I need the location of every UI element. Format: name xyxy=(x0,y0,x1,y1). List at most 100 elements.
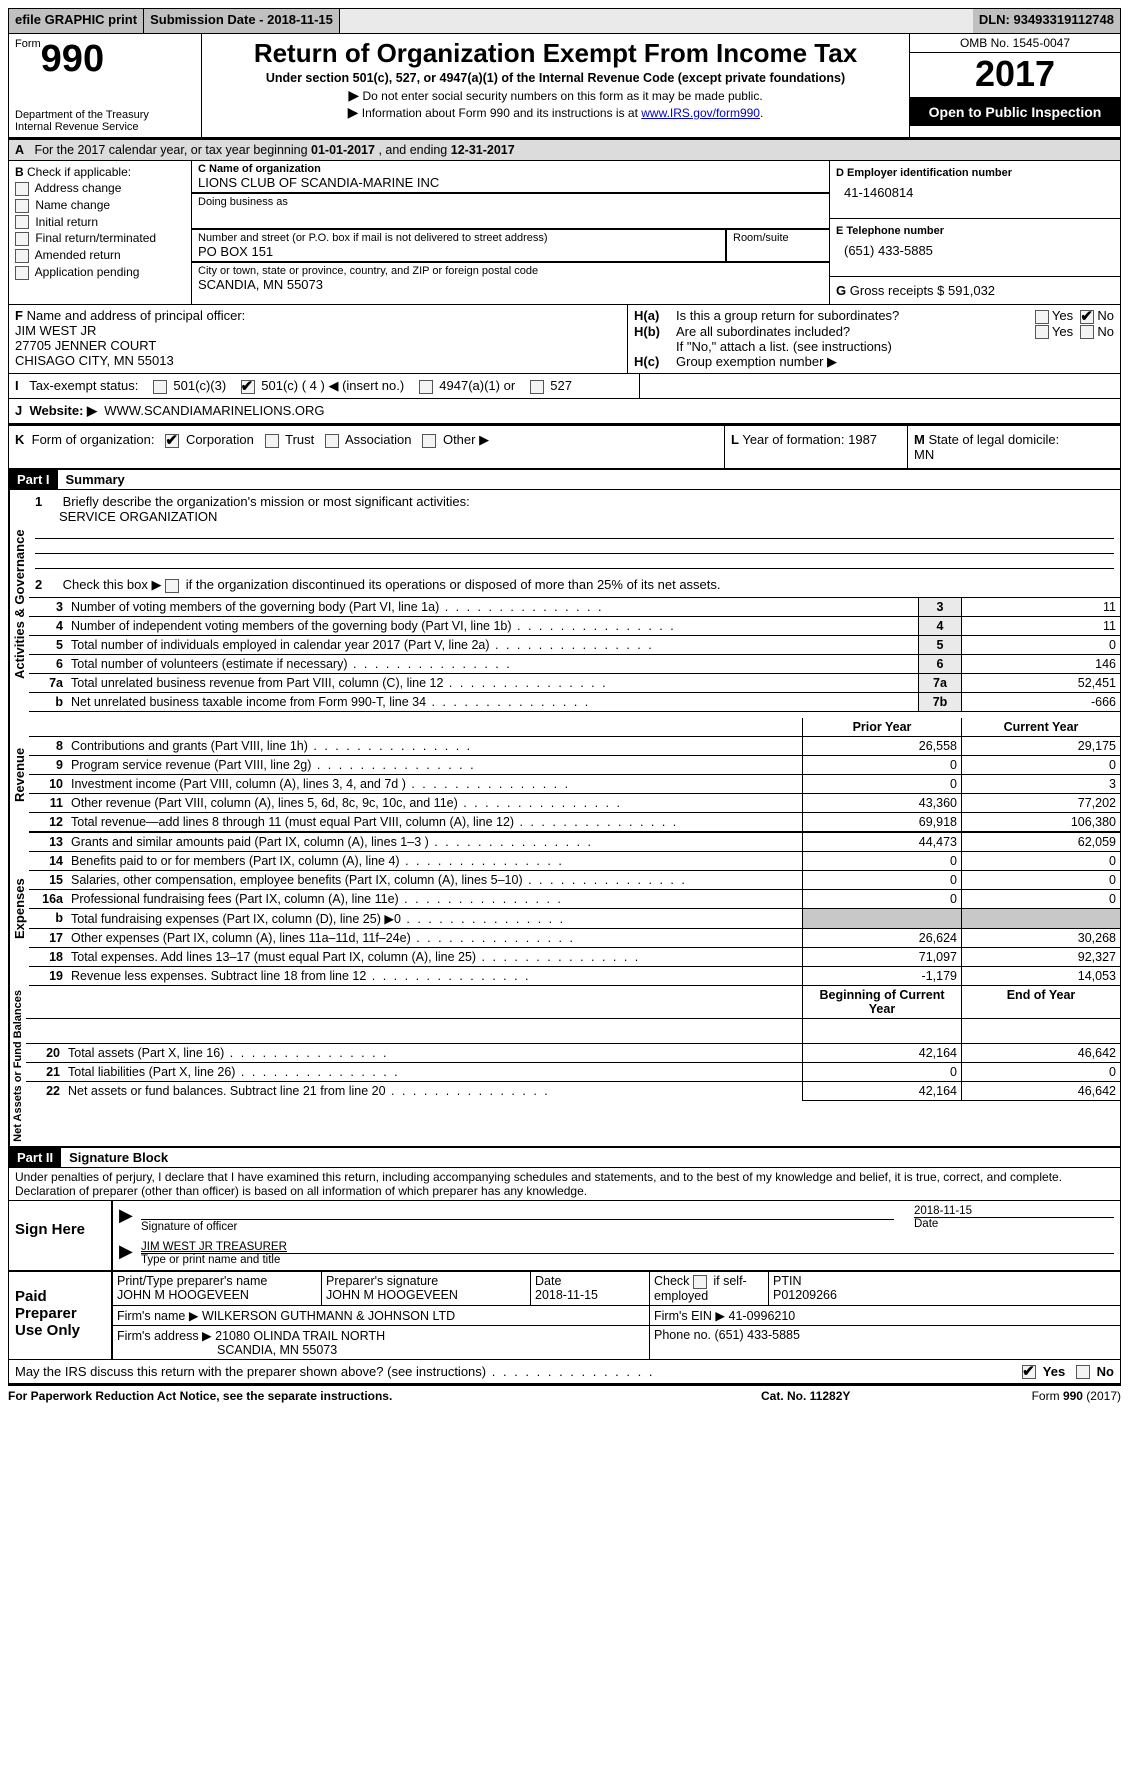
i-501c-checkbox[interactable] xyxy=(241,380,255,394)
dln-value: 93493319112748 xyxy=(1013,12,1114,27)
discuss-text: May the IRS discuss this return with the… xyxy=(15,1364,1022,1380)
dln-label: DLN: xyxy=(979,12,1014,27)
section-b: B Check if applicable: Address change Na… xyxy=(9,161,192,304)
b-checkbox[interactable] xyxy=(15,182,29,196)
line-num: 4 xyxy=(919,617,962,636)
prior-value: 0 xyxy=(803,775,962,794)
section-a-mid: , and ending xyxy=(378,143,450,157)
revenue-section: Revenue Prior Year Current Year 8Contrib… xyxy=(8,718,1121,832)
no-label: No xyxy=(1097,1364,1114,1379)
section-j-row: J Website: ▶ WWW.SCANDIAMARINELIONS.ORG xyxy=(8,398,1121,424)
current-value: 62,059 xyxy=(962,833,1121,852)
discuss-no-checkbox[interactable] xyxy=(1076,1365,1090,1379)
k-checkbox[interactable] xyxy=(325,434,339,448)
yes-label: Yes xyxy=(1052,324,1073,339)
right-d-col: D Employer identification number 41-1460… xyxy=(829,161,1120,304)
i-527-checkbox[interactable] xyxy=(530,380,544,394)
submission-date-segment: Submission Date - 2018-11-15 xyxy=(144,9,340,33)
row-desc: Salaries, other compensation, employee b… xyxy=(67,871,803,890)
side-expenses: Expenses xyxy=(9,832,29,986)
city-label: City or town, state or province, country… xyxy=(198,265,823,277)
hb-no-checkbox[interactable] xyxy=(1080,325,1094,339)
k-label: K xyxy=(15,432,24,447)
current-value: 0 xyxy=(962,871,1121,890)
k-checkbox[interactable] xyxy=(265,434,279,448)
b-checkbox[interactable] xyxy=(15,215,29,229)
row-desc: Total number of volunteers (estimate if … xyxy=(67,655,919,674)
row-desc: Total number of individuals employed in … xyxy=(67,636,919,655)
hb-yes-checkbox[interactable] xyxy=(1035,325,1049,339)
prior-value: 69,918 xyxy=(803,813,962,832)
topbar-spacer xyxy=(340,9,973,33)
d-label: D Employer identification number xyxy=(836,167,1114,179)
ha-no-checkbox[interactable] xyxy=(1080,310,1094,324)
b-checkbox[interactable] xyxy=(15,249,29,263)
netassets-section: Net Assets or Fund Balances Beginning of… xyxy=(8,986,1121,1146)
self-emp-checkbox[interactable] xyxy=(693,1275,707,1289)
footer-mid: Cat. No. 11282Y xyxy=(761,1389,961,1403)
i-4947-checkbox[interactable] xyxy=(419,380,433,394)
row-desc: Total fundraising expenses (Part IX, col… xyxy=(67,909,803,929)
k-opt-label: Trust xyxy=(285,432,314,447)
b-item-label: Amended return xyxy=(35,248,121,262)
dept-line2: Internal Revenue Service xyxy=(15,121,195,133)
k-opt-label: Corporation xyxy=(186,432,254,447)
ptin-label: PTIN xyxy=(773,1274,1116,1288)
instructions-link[interactable]: www.IRS.gov/form990 xyxy=(641,106,760,120)
expenses-table: 13Grants and similar amounts paid (Part … xyxy=(29,832,1120,986)
dept-line1: Department of the Treasury xyxy=(15,109,195,121)
k-checkbox[interactable] xyxy=(165,434,179,448)
fh-row: F Name and address of principal officer:… xyxy=(8,304,1121,373)
q2-pre: Check this box ▶ xyxy=(63,577,162,592)
prior-value: 0 xyxy=(803,890,962,909)
prior-value: 26,624 xyxy=(803,929,962,948)
m-text: State of legal domicile: xyxy=(928,432,1059,447)
part1-header: Part I Summary xyxy=(8,468,1121,490)
tax-year-begin: 01-01-2017 xyxy=(311,143,375,157)
i-501c3-checkbox[interactable] xyxy=(153,380,167,394)
row-num: 6 xyxy=(29,655,67,674)
arrow-icon: ▶ xyxy=(348,104,359,120)
row-desc: Net assets or fund balances. Subtract li… xyxy=(64,1082,803,1101)
current-value: 46,642 xyxy=(962,1082,1121,1101)
sig-officer-label: Signature of officer xyxy=(141,1221,237,1233)
i-text: Tax-exempt status: xyxy=(29,378,138,393)
q2-checkbox[interactable] xyxy=(165,579,179,593)
firm-addr-label: Firm's address ▶ xyxy=(117,1329,212,1343)
col-current: Current Year xyxy=(962,718,1121,737)
current-value xyxy=(962,909,1121,929)
i-opt4: 527 xyxy=(550,378,572,393)
row-desc: Revenue less expenses. Subtract line 18 … xyxy=(67,967,803,986)
efile-button[interactable]: efile GRAPHIC print xyxy=(9,9,144,33)
b-checkbox[interactable] xyxy=(15,199,29,213)
i-opt1: 501(c)(3) xyxy=(173,378,226,393)
part1-title: Summary xyxy=(58,472,125,487)
ha-yes-checkbox[interactable] xyxy=(1035,310,1049,324)
row-desc: Other expenses (Part IX, column (A), lin… xyxy=(67,929,803,948)
header-left: Form990 Department of the Treasury Inter… xyxy=(9,34,202,137)
row-num: 20 xyxy=(26,1044,64,1063)
col-prior: Prior Year xyxy=(803,718,962,737)
q1-text: Briefly describe the organization's miss… xyxy=(63,494,470,509)
discuss-yes-checkbox[interactable] xyxy=(1022,1365,1036,1379)
phone-value: (651) 433-5885 xyxy=(836,237,1114,270)
b-checkbox[interactable] xyxy=(15,266,29,280)
col-end: End of Year xyxy=(962,986,1121,1019)
m-label: M xyxy=(914,432,925,447)
section-a-label: A xyxy=(15,143,24,157)
k-checkbox[interactable] xyxy=(422,434,436,448)
sign-here-block: Sign Here ▶ Signature of officer 2018-11… xyxy=(8,1200,1121,1271)
dln-segment: DLN: 93493319112748 xyxy=(973,9,1120,33)
b-checkbox[interactable] xyxy=(15,232,29,246)
section-a-text1: For the 2017 calendar year, or tax year … xyxy=(34,143,311,157)
current-value: 14,053 xyxy=(962,967,1121,986)
hc-label: H(c) xyxy=(634,354,676,369)
l-text: Year of formation: xyxy=(742,432,844,447)
officer-addr1: 27705 JENNER COURT xyxy=(15,338,621,353)
prior-value: 0 xyxy=(803,871,962,890)
top-bar: efile GRAPHIC print Submission Date - 20… xyxy=(8,8,1121,34)
row-num: 7a xyxy=(29,674,67,693)
row-desc: Number of independent voting members of … xyxy=(67,617,919,636)
row-value: 52,451 xyxy=(962,674,1121,693)
yes-label: Yes xyxy=(1043,1364,1065,1379)
